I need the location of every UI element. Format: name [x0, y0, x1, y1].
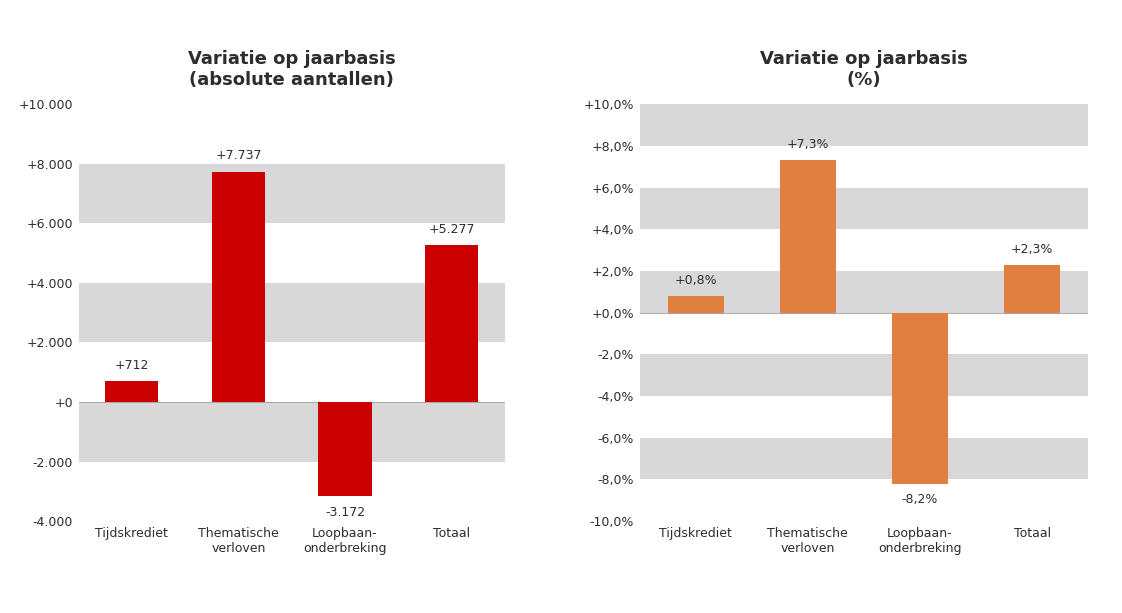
Bar: [1004, 265, 1060, 313]
Text: +2,3%: +2,3%: [1011, 243, 1054, 256]
Text: -8,2%: -8,2%: [902, 493, 938, 506]
Bar: [79, 283, 505, 343]
Title: Variatie op jaarbasis
(absolute aantallen): Variatie op jaarbasis (absolute aantalle…: [187, 50, 396, 89]
Bar: [105, 381, 158, 402]
Bar: [79, 402, 505, 462]
Text: +0,8%: +0,8%: [674, 274, 717, 287]
Text: +7.737: +7.737: [215, 150, 261, 162]
Bar: [640, 438, 1088, 479]
Bar: [892, 313, 948, 484]
Bar: [212, 172, 265, 402]
Bar: [668, 296, 724, 313]
Bar: [780, 161, 836, 313]
Text: +712: +712: [114, 359, 149, 371]
Bar: [425, 245, 478, 402]
Bar: [640, 354, 1088, 396]
Text: +5.277: +5.277: [429, 223, 475, 235]
Text: +7,3%: +7,3%: [787, 139, 829, 151]
Title: Variatie op jaarbasis
(%): Variatie op jaarbasis (%): [760, 50, 968, 89]
Bar: [319, 402, 371, 497]
Bar: [640, 188, 1088, 229]
Bar: [640, 104, 1088, 146]
Text: -3.172: -3.172: [325, 506, 365, 519]
Bar: [640, 271, 1088, 313]
Bar: [79, 164, 505, 223]
